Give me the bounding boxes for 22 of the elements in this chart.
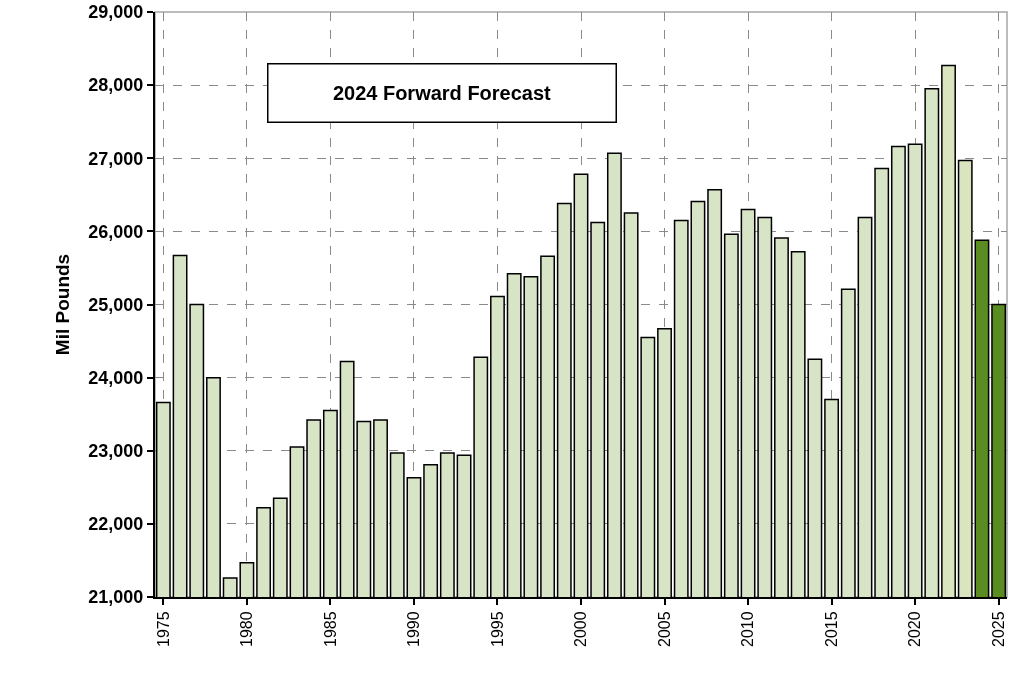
x-tick-label: 2005 [655,611,673,647]
x-tick-label: 2020 [906,611,924,647]
y-tick-label: 24,000 [88,367,144,388]
x-tick-label: 1980 [238,611,256,647]
x-tick-label: 2000 [572,611,590,647]
y-tick-label: 23,000 [88,441,144,462]
y-tick-label: 22,000 [88,514,144,535]
x-tick-label: 1990 [405,611,423,647]
x-tick-label: 2015 [822,611,840,647]
x-tick-label: 1995 [488,611,506,647]
x-tick-label: 1985 [321,611,339,647]
x-tick-label: 2010 [739,611,757,647]
y-tick-label: 26,000 [88,221,144,242]
y-tick-label: 25,000 [88,294,144,315]
y-tick-label: 21,000 [88,587,144,608]
x-tick-label: 2025 [989,611,1007,647]
y-tick-label: 28,000 [88,75,144,96]
y-tick-label: 27,000 [88,148,144,169]
y-tick-label: 29,000 [88,2,144,23]
x-tick-label: 1975 [154,611,172,647]
y-axis-title: Mil Pounds [51,253,73,356]
annotation: 2024 Forward Forecast [332,82,552,104]
